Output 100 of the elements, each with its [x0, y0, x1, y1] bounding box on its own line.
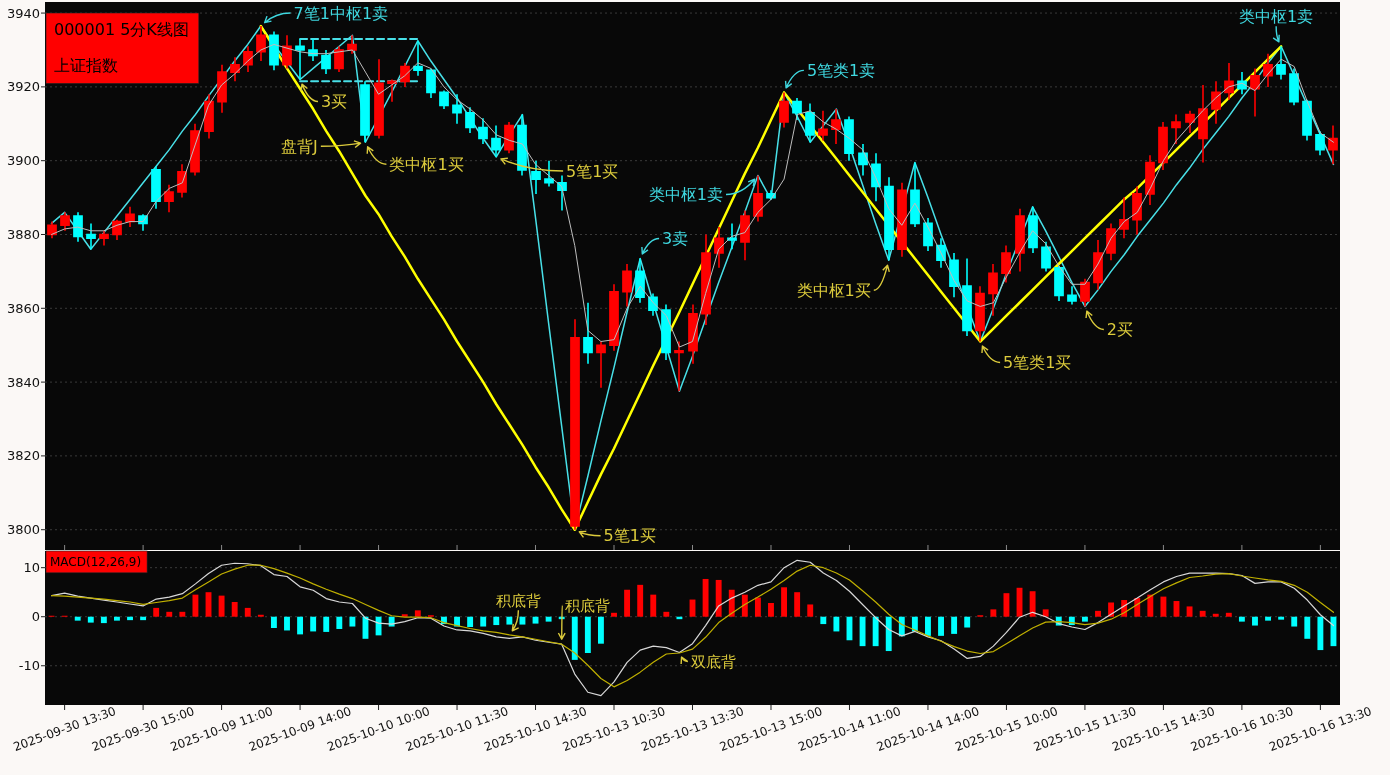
bar	[938, 616, 944, 636]
candlestick	[1198, 84, 1208, 164]
candlestick	[988, 263, 998, 317]
bar	[1147, 594, 1154, 617]
candlestick	[243, 45, 253, 73]
bar	[1252, 616, 1258, 626]
annotation: 5笔类1买	[1003, 353, 1072, 373]
bar	[192, 594, 199, 617]
candlestick	[962, 257, 972, 337]
candlestick	[1315, 130, 1325, 156]
y-tick-label: -10	[18, 658, 40, 674]
bar	[637, 584, 644, 617]
candlestick	[975, 285, 985, 343]
annotation: 5笔类1卖	[806, 61, 876, 81]
candlestick	[47, 220, 57, 239]
bar	[702, 578, 709, 617]
bar	[1108, 602, 1115, 617]
candlestick	[1145, 154, 1155, 206]
candlestick	[1106, 222, 1116, 262]
candlestick	[1028, 206, 1038, 254]
bar	[990, 609, 997, 617]
candlestick	[504, 121, 514, 155]
candlestick	[400, 62, 410, 88]
bar	[310, 616, 317, 632]
annotation: 盘背J	[281, 136, 318, 156]
candlestick	[73, 211, 83, 243]
bar	[1081, 616, 1088, 622]
y-tick-label: 0	[31, 609, 40, 625]
candlestick	[805, 102, 815, 144]
bar	[1291, 616, 1298, 627]
candlestick	[779, 91, 789, 129]
candlestick	[413, 39, 423, 77]
bar	[1317, 616, 1324, 651]
candlestick	[1119, 196, 1129, 239]
bar	[611, 612, 617, 617]
bar	[493, 616, 500, 626]
bar	[166, 611, 173, 617]
candlestick	[727, 222, 737, 251]
candlestick	[86, 222, 96, 251]
candlestick	[635, 257, 645, 304]
annotation: 2买	[1106, 320, 1134, 340]
candlestick	[674, 340, 684, 393]
bar	[231, 602, 238, 617]
candlestick	[688, 303, 698, 365]
candlestick	[609, 283, 619, 352]
bar	[297, 616, 304, 635]
candlestick	[1054, 265, 1064, 302]
candlestick	[99, 229, 109, 247]
candlestick	[1080, 277, 1090, 308]
bar	[715, 579, 722, 617]
bar	[323, 616, 330, 632]
candlestick	[897, 182, 907, 258]
candlestick	[570, 318, 580, 531]
candlestick	[714, 226, 724, 269]
bar	[179, 611, 186, 617]
annotation: 5笔1买	[603, 526, 656, 546]
annotation: 积底背	[495, 592, 541, 611]
bar	[153, 607, 160, 617]
annotation: 7笔1中枢1卖	[293, 3, 389, 23]
bar	[1029, 591, 1036, 617]
bar	[127, 616, 133, 621]
annotation: 类中枢1卖	[1239, 7, 1314, 27]
candlestick	[452, 93, 462, 125]
candlestick	[491, 124, 501, 158]
bar	[480, 616, 487, 627]
candlestick	[1158, 121, 1168, 171]
candlestick	[858, 143, 868, 177]
bar	[597, 616, 604, 644]
bar	[872, 616, 879, 647]
bar	[284, 616, 290, 631]
candlestick	[831, 108, 841, 145]
candlestick	[334, 45, 344, 73]
bar	[754, 597, 761, 617]
candlestick	[269, 30, 279, 72]
bar	[467, 616, 474, 628]
candlestick	[1211, 80, 1221, 125]
candlestick	[426, 67, 436, 99]
bar	[650, 594, 657, 617]
annotation: 类中枢1卖	[648, 185, 723, 205]
candlestick	[60, 211, 70, 232]
candlestick	[347, 34, 357, 55]
candlestick	[190, 122, 200, 177]
candlestick	[282, 34, 292, 70]
candlestick	[1250, 67, 1260, 118]
candlestick	[1015, 207, 1025, 273]
candlestick	[256, 25, 266, 62]
candlestick	[1289, 67, 1299, 107]
candlestick	[1132, 185, 1142, 236]
bar	[951, 616, 958, 634]
annotation: 5笔1买	[566, 161, 619, 181]
bar	[833, 616, 840, 632]
bar	[925, 616, 931, 636]
annotation: 积底背	[565, 596, 611, 615]
candlestick	[217, 63, 227, 114]
bar	[1186, 606, 1193, 617]
candlestick	[387, 78, 397, 103]
candlestick	[1302, 98, 1312, 142]
chart-title: MACD(12,26,9)	[50, 554, 142, 569]
y-tick-label: 3840	[6, 374, 40, 390]
bar	[584, 616, 591, 654]
